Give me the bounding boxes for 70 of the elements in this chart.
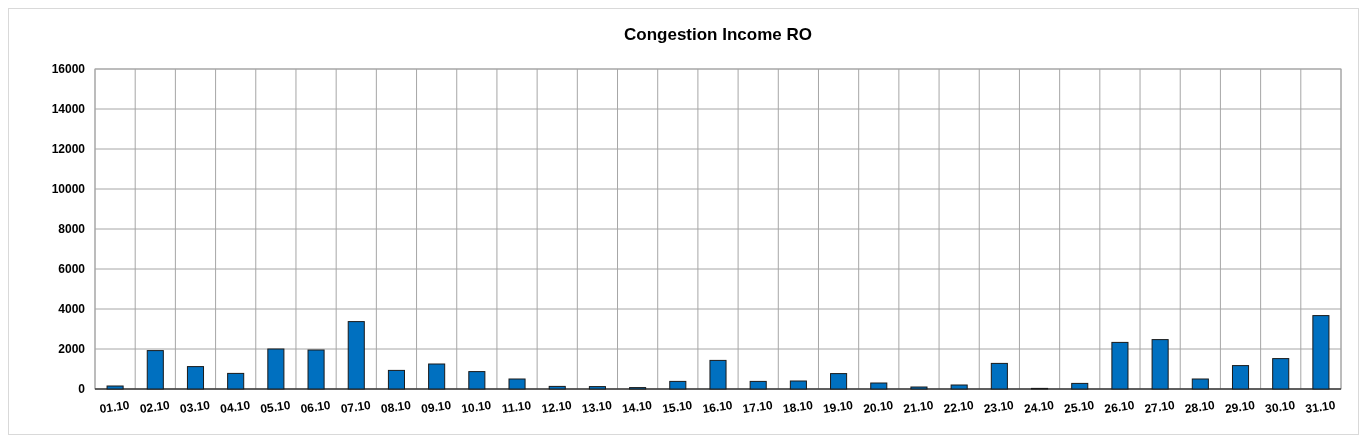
x-tick-label: 21.10: [902, 397, 935, 417]
y-tick-label: 8000: [58, 222, 86, 237]
bar: [428, 363, 446, 390]
y-tick-label: 10000: [51, 182, 86, 197]
bar: [1231, 365, 1250, 390]
x-tick-label: 27.10: [1143, 397, 1176, 417]
bar: [186, 366, 205, 390]
x-tick-label: 11.10: [500, 398, 533, 417]
x-tick-label: 20.10: [862, 397, 895, 417]
x-tick-label: 07.10: [339, 397, 372, 417]
x-tick-label: 08.10: [380, 397, 413, 417]
x-tick-label: 09.10: [420, 397, 453, 417]
bar: [548, 385, 566, 390]
bar: [1111, 341, 1129, 390]
x-tick-label: 17.10: [741, 397, 774, 417]
x-tick-label: 04.10: [219, 397, 252, 417]
chart-title: Congestion Income RO: [624, 25, 812, 44]
y-tick-label: 0: [78, 382, 86, 397]
y-tick-label: 14000: [51, 102, 86, 117]
y-tick-label: 2000: [58, 342, 86, 357]
bar: [1151, 339, 1169, 390]
x-tick-label: 18.10: [781, 397, 814, 417]
bar: [1071, 382, 1089, 390]
bar: [508, 378, 526, 390]
bar: [1312, 315, 1330, 390]
x-tick-label: 30.10: [1264, 397, 1297, 417]
y-tick-label: 6000: [58, 262, 86, 277]
bar: [910, 386, 928, 390]
bar: [950, 384, 968, 390]
bar: [830, 373, 848, 390]
bar: [789, 380, 807, 390]
y-tick-label: 4000: [58, 302, 86, 317]
bar: [990, 362, 1008, 390]
bar: [146, 350, 164, 390]
x-tick-label: 01.10: [98, 397, 131, 417]
x-tick-label: 29.10: [1224, 397, 1257, 417]
x-tick-label: 10.10: [460, 397, 493, 417]
bar: [106, 385, 124, 390]
x-tick-label: 06.10: [299, 397, 332, 417]
bar: [387, 369, 405, 390]
x-tick-label: 24.10: [1023, 397, 1056, 417]
x-tick-label: 03.10: [179, 397, 212, 417]
x-tick-label: 28.10: [1183, 397, 1216, 417]
x-tick-label: 16.10: [701, 397, 734, 417]
y-tick-label: 16000: [51, 62, 86, 77]
x-tick-label: 19.10: [822, 397, 855, 417]
bar: [468, 371, 486, 390]
bar: [588, 386, 606, 390]
bar: [709, 359, 727, 390]
x-tick-label: 25.10: [1063, 397, 1096, 417]
x-tick-label: 22.10: [942, 397, 975, 417]
x-tick-label: 02.10: [138, 397, 171, 417]
bar: [870, 382, 888, 390]
x-tick-label: 12.10: [540, 397, 573, 417]
bar: [669, 380, 687, 390]
bar: [1191, 378, 1209, 390]
x-tick-label: 05.10: [259, 397, 292, 417]
bar: [749, 380, 767, 390]
bar: [347, 321, 365, 390]
x-tick-label: 15.10: [661, 397, 694, 417]
bar: [227, 372, 245, 390]
bar: [267, 348, 285, 390]
x-tick-label: 26.10: [1103, 397, 1136, 417]
bar: [307, 349, 325, 390]
x-tick-label: 23.10: [982, 397, 1015, 417]
x-tick-label: 14.10: [621, 397, 654, 417]
y-tick-label: 12000: [51, 142, 86, 157]
x-tick-label: 31.10: [1304, 397, 1337, 417]
bar: [1272, 358, 1290, 390]
x-tick-label: 13.10: [581, 397, 614, 417]
